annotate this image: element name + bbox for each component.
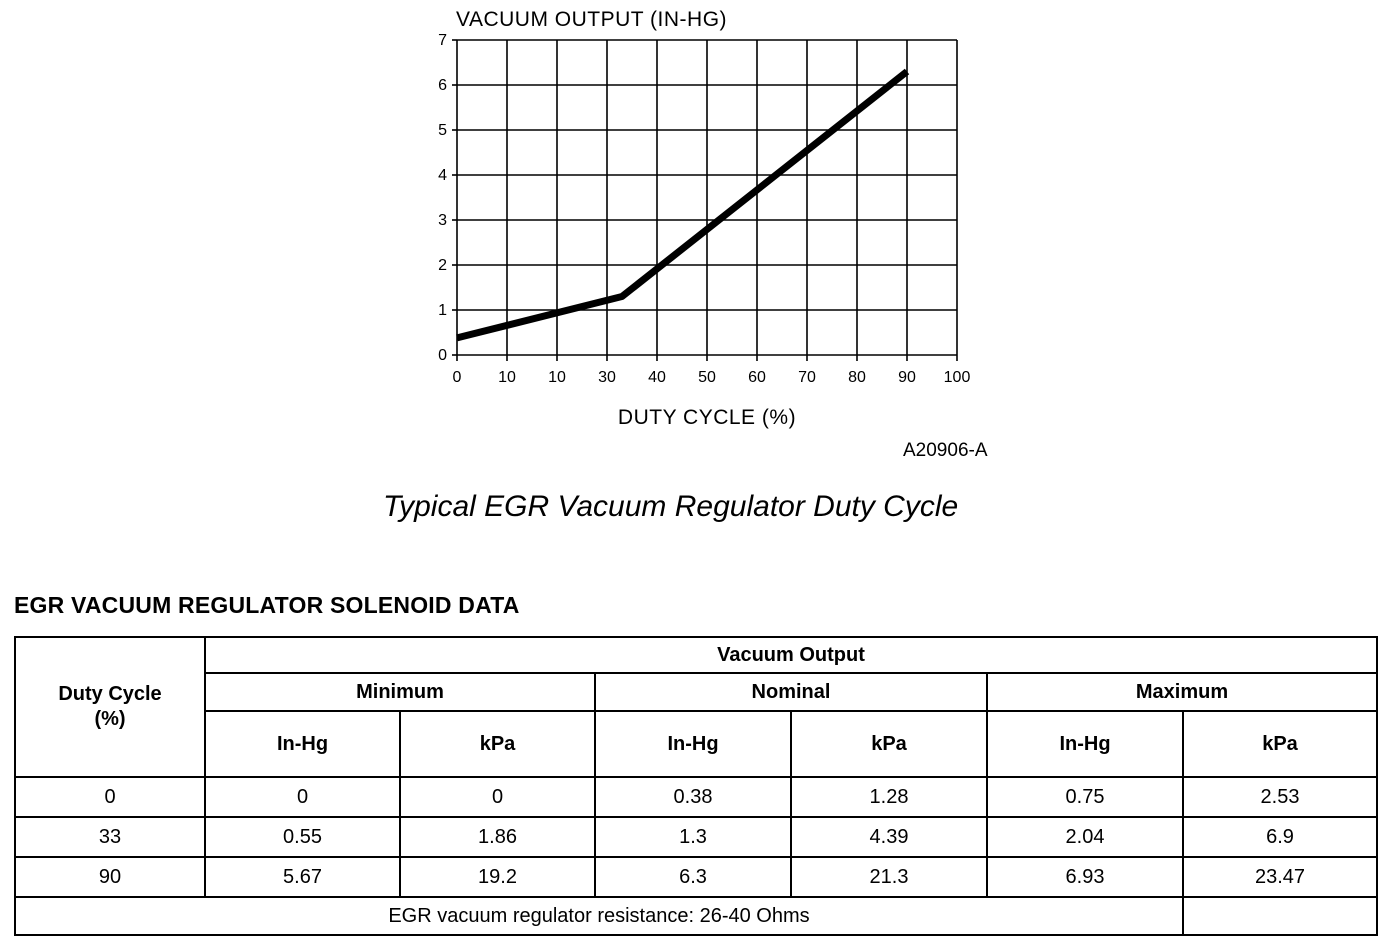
duty-cycle-value: 33 xyxy=(14,816,206,858)
table-row: 90 5.67 19.2 6.3 21.3 6.93 23.47 xyxy=(14,856,1378,898)
svg-text:100: 100 xyxy=(944,369,971,386)
svg-text:30: 30 xyxy=(598,369,616,386)
cell-max-inhg: 0.75 xyxy=(986,776,1184,818)
table-footer-row: EGR vacuum regulator resistance: 26-40 O… xyxy=(14,896,1378,936)
cell-max-kpa: 6.9 xyxy=(1182,816,1378,858)
cell-max-kpa: 23.47 xyxy=(1182,856,1378,898)
cell-max-kpa: 2.53 xyxy=(1182,776,1378,818)
svg-text:10: 10 xyxy=(498,369,516,386)
nom-inhg-header: In-Hg xyxy=(594,710,792,778)
table-row: 33 0.55 1.86 1.3 4.39 2.04 6.9 xyxy=(14,816,1378,858)
cell-max-inhg: 2.04 xyxy=(986,816,1184,858)
duty-cycle-header-label: Duty Cycle xyxy=(58,683,162,705)
maximum-group-header: Maximum xyxy=(986,672,1378,712)
table-row: 0 0 0 0.38 1.28 0.75 2.53 xyxy=(14,776,1378,818)
svg-text:4: 4 xyxy=(438,167,447,184)
svg-text:70: 70 xyxy=(798,369,816,386)
cell-nom-inhg: 1.3 xyxy=(594,816,792,858)
svg-text:7: 7 xyxy=(438,32,447,49)
minimum-group-header: Minimum xyxy=(204,672,596,712)
cell-min-kpa: 1.86 xyxy=(399,816,596,858)
nominal-group-header: Nominal xyxy=(594,672,988,712)
svg-text:60: 60 xyxy=(748,369,766,386)
cell-nom-kpa: 4.39 xyxy=(790,816,988,858)
nom-kpa-header: kPa xyxy=(790,710,988,778)
resistance-note: EGR vacuum regulator resistance: 26-40 O… xyxy=(14,896,1184,936)
vacuum-output-group-header: Vacuum Output xyxy=(204,636,1378,674)
svg-text:90: 90 xyxy=(898,369,916,386)
svg-text:0: 0 xyxy=(453,369,462,386)
vacuum-output-chart: 0 10 10 30 40 50 60 70 80 90 100 0 1 2 3 4 5 6 7 xyxy=(438,32,971,386)
chart-title: VACUUM OUTPUT (IN-HG) xyxy=(456,8,728,31)
cell-min-kpa: 19.2 xyxy=(399,856,596,898)
cell-min-inhg: 5.67 xyxy=(204,856,401,898)
svg-text:50: 50 xyxy=(698,369,716,386)
svg-text:2: 2 xyxy=(438,257,447,274)
x-axis-label: DUTY CYCLE (%) xyxy=(617,406,797,429)
duty-cycle-value: 0 xyxy=(14,776,206,818)
cell-min-kpa: 0 xyxy=(399,776,596,818)
cell-min-inhg: 0.55 xyxy=(204,816,401,858)
svg-text:0: 0 xyxy=(438,347,447,364)
figure-caption: Typical EGR Vacuum Regulator Duty Cycle xyxy=(383,490,959,523)
cell-nom-kpa: 1.28 xyxy=(790,776,988,818)
duty-cycle-value: 90 xyxy=(14,856,206,898)
section-heading: EGR VACUUM REGULATOR SOLENOID DATA xyxy=(14,592,520,618)
figure-code: A20906-A xyxy=(903,440,988,461)
svg-text:6: 6 xyxy=(438,77,447,94)
svg-text:10: 10 xyxy=(548,369,566,386)
cell-max-inhg: 6.93 xyxy=(986,856,1184,898)
duty-cycle-header-unit: (%) xyxy=(94,708,126,730)
svg-text:80: 80 xyxy=(848,369,866,386)
svg-text:1: 1 xyxy=(438,302,447,319)
svg-text:40: 40 xyxy=(648,369,666,386)
min-kpa-header: kPa xyxy=(399,710,596,778)
max-kpa-header: kPa xyxy=(1182,710,1378,778)
solenoid-data-table: Duty Cycle (%) Vacuum Output Minimum Nom… xyxy=(14,636,1378,936)
min-inhg-header: In-Hg xyxy=(204,710,401,778)
max-inhg-header: In-Hg xyxy=(986,710,1184,778)
svg-text:5: 5 xyxy=(438,122,447,139)
cell-nom-inhg: 0.38 xyxy=(594,776,792,818)
footer-empty-cell xyxy=(1182,896,1378,936)
cell-nom-inhg: 6.3 xyxy=(594,856,792,898)
cell-min-inhg: 0 xyxy=(204,776,401,818)
cell-nom-kpa: 21.3 xyxy=(790,856,988,898)
duty-cycle-column-header: Duty Cycle (%) xyxy=(14,636,206,778)
svg-text:3: 3 xyxy=(438,212,447,229)
